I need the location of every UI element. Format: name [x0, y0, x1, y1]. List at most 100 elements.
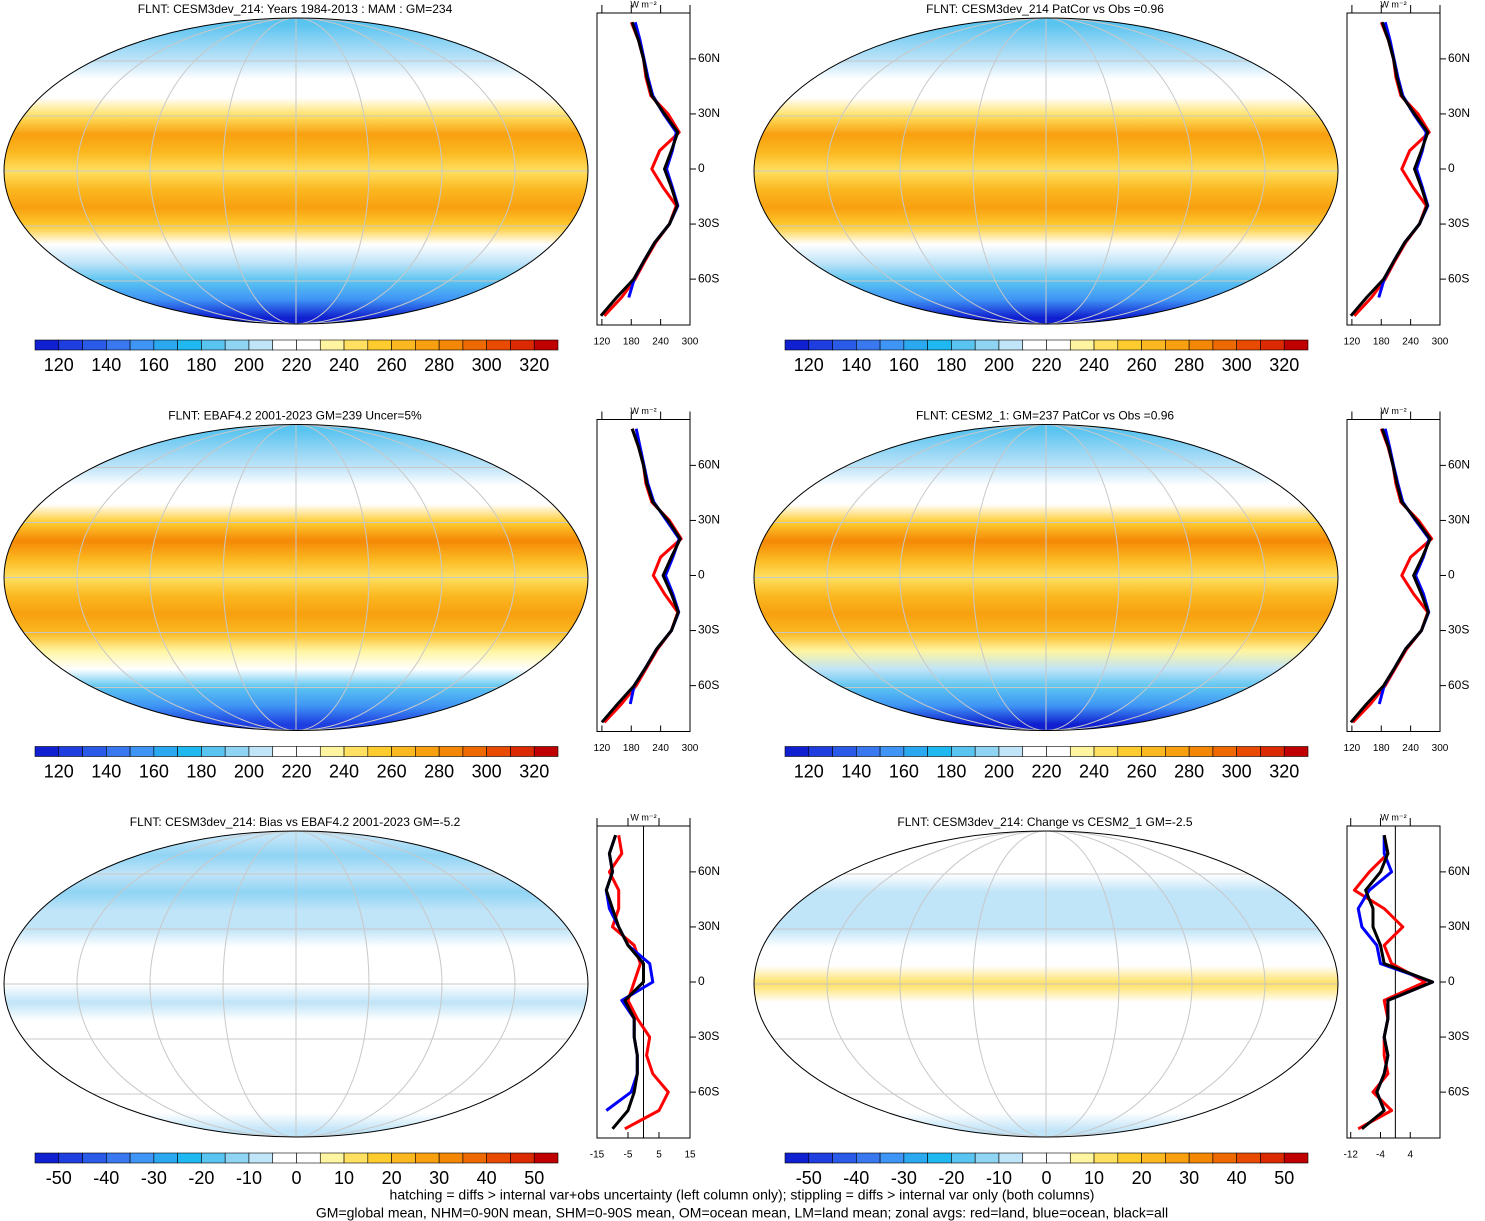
x-tick-label: 300	[682, 337, 699, 348]
y-tick-label: 30S	[698, 1029, 719, 1043]
colorbar-label: 120	[794, 355, 824, 375]
colorbar-label: 240	[1079, 761, 1109, 781]
map-outline	[753, 830, 1339, 1138]
colorbar-label: 280	[424, 761, 454, 781]
colorbar-box	[462, 339, 487, 351]
colorbar-label: 40	[477, 1168, 497, 1188]
colorbar-label: 10	[334, 1168, 354, 1188]
colorbar-box	[832, 339, 857, 351]
colorbar-label: 120	[794, 761, 824, 781]
colorbar-box	[201, 746, 226, 757]
colorbar-box	[296, 339, 321, 351]
colorbar-box	[82, 746, 107, 757]
colorbar-box	[438, 746, 464, 757]
y-tick-label: 0	[698, 161, 705, 175]
colorbar-box	[879, 339, 905, 351]
zonal-mean-line	[1351, 428, 1434, 724]
colorbar-label: 300	[1222, 355, 1252, 375]
x-tick-label: 180	[1373, 337, 1390, 348]
colorbar-box	[903, 1152, 928, 1164]
colorbar-box	[1165, 746, 1190, 757]
colorbar-label: 180	[186, 761, 216, 781]
colorbar-box	[974, 1152, 1000, 1164]
colorbar-label: 160	[889, 761, 919, 781]
y-tick-label: 60N	[1448, 864, 1470, 878]
zonal-mean-line	[627, 21, 680, 298]
colorbar-box	[1260, 339, 1285, 351]
x-tick-label: 300	[1432, 743, 1449, 754]
colorbar-box	[903, 339, 928, 351]
colorbar-box	[129, 746, 155, 757]
colorbar-label: -30	[141, 1168, 167, 1188]
colorbar-box	[106, 339, 131, 351]
colorbar-label: 200	[234, 355, 264, 375]
colorbar-box	[1260, 1152, 1285, 1164]
map-title: FLNT: CESM3dev_214: Years 1984-2013 : MA…	[138, 2, 453, 16]
meridian	[222, 18, 370, 324]
colorbar-box	[486, 1152, 511, 1164]
x-tick-label: 120	[594, 743, 611, 754]
colorbar-box	[153, 339, 178, 351]
graticule	[754, 18, 1338, 324]
meridian	[76, 424, 516, 731]
x-axis-label: W m⁻²	[630, 812, 656, 822]
colorbar-box	[1069, 339, 1095, 351]
y-tick-label: 60S	[698, 1084, 719, 1098]
meridian	[149, 18, 443, 324]
graticule	[754, 424, 1338, 731]
colorbar-box	[486, 746, 511, 757]
y-tick-label: 30S	[698, 623, 719, 637]
colorbar-label: -20	[938, 1168, 964, 1188]
y-tick-label: 30N	[1448, 919, 1470, 933]
colorbar-label: 320	[1269, 761, 1299, 781]
colorbar-box	[951, 339, 976, 351]
colorbar-box	[153, 1152, 178, 1164]
y-tick-label: 60S	[1448, 1084, 1469, 1098]
colorbar-box	[832, 746, 857, 757]
y-tick-label: 60S	[1448, 678, 1469, 692]
y-tick-label: 60N	[698, 864, 720, 878]
map-outline	[3, 424, 589, 731]
colorbar-label: 50	[1274, 1168, 1294, 1188]
colorbar-label: 320	[1269, 355, 1299, 375]
colorbar-box	[415, 746, 440, 757]
x-tick-label: 240	[652, 743, 669, 754]
colorbar-box	[784, 339, 810, 351]
y-tick-label: 0	[698, 974, 705, 988]
y-tick-label: 0	[698, 568, 705, 582]
colorbar-box	[1069, 746, 1095, 757]
graticule	[754, 831, 1338, 1137]
footnote: hatching = diffs > internal var+obs unce…	[390, 1187, 1095, 1203]
colorbar-label: 160	[139, 761, 169, 781]
map-title: FLNT: EBAF4.2 2001-2023 GM=239 Uncer=5%	[168, 409, 422, 423]
colorbar-box	[784, 746, 810, 757]
meridian	[899, 18, 1193, 324]
map-outline	[3, 830, 589, 1138]
colorbar-label: 320	[519, 355, 549, 375]
colorbar-label: 40	[1227, 1168, 1247, 1188]
colorbar-box	[808, 746, 833, 757]
colorbar-box	[533, 1152, 559, 1164]
x-tick-label: 240	[652, 337, 669, 348]
meridian	[826, 18, 1266, 324]
colorbar-box	[82, 1152, 107, 1164]
graticule	[4, 424, 588, 731]
y-tick-label: 60S	[1448, 271, 1469, 285]
colorbar-box	[1093, 746, 1119, 757]
meridian	[149, 424, 443, 731]
colorbar-box	[1141, 339, 1166, 351]
zonal-mean-line	[604, 834, 645, 1130]
colorbar-box	[510, 1152, 535, 1164]
colorbar-box	[224, 339, 250, 351]
colorbar-label: 240	[1079, 355, 1109, 375]
colorbar-box	[177, 746, 202, 757]
colorbar-box	[1212, 339, 1237, 351]
y-tick-label: 30N	[698, 513, 720, 527]
colorbar-box	[58, 746, 83, 757]
map-title: FLNT: CESM2_1: GM=237 PatCor vs Obs =0.9…	[916, 409, 1174, 423]
y-tick-label: 30N	[1448, 513, 1470, 527]
colorbar-box	[462, 746, 487, 757]
footnote: GM=global mean, NHM=0-90N mean, SHM=0-90…	[316, 1205, 1168, 1221]
colorbar-box	[1046, 746, 1071, 757]
